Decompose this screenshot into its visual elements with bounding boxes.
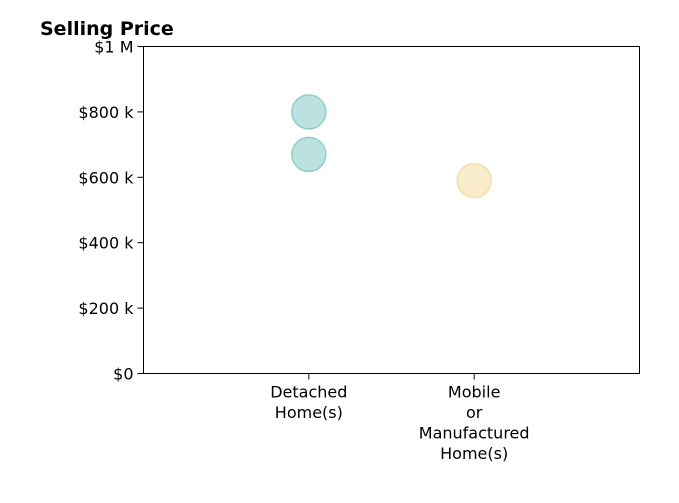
y-tick-label: $400 k [78,234,134,253]
x-tick-label: Mobile or Manufactured Home(s) [419,383,530,464]
y-axis: $0 $200 k $400 k $600 k $800 k $1 M [78,38,144,384]
data-points [291,94,492,199]
y-tick-label: $200 k [78,299,134,318]
chart-title: Selling Price [40,18,174,40]
x-axis: Detached Home(s) Mobile or Manufactured Home(… [270,373,530,464]
y-tick-label: $0 [113,365,133,384]
data-point [291,136,327,173]
data-point [291,94,327,130]
y-tick-label: $800 k [78,103,134,122]
data-point [456,162,492,199]
y-tick-label: $1 M [94,38,133,57]
plot-area [143,46,640,374]
y-tick-label: $600 k [78,168,134,187]
x-tick-label: Detached Home(s) [270,383,347,423]
